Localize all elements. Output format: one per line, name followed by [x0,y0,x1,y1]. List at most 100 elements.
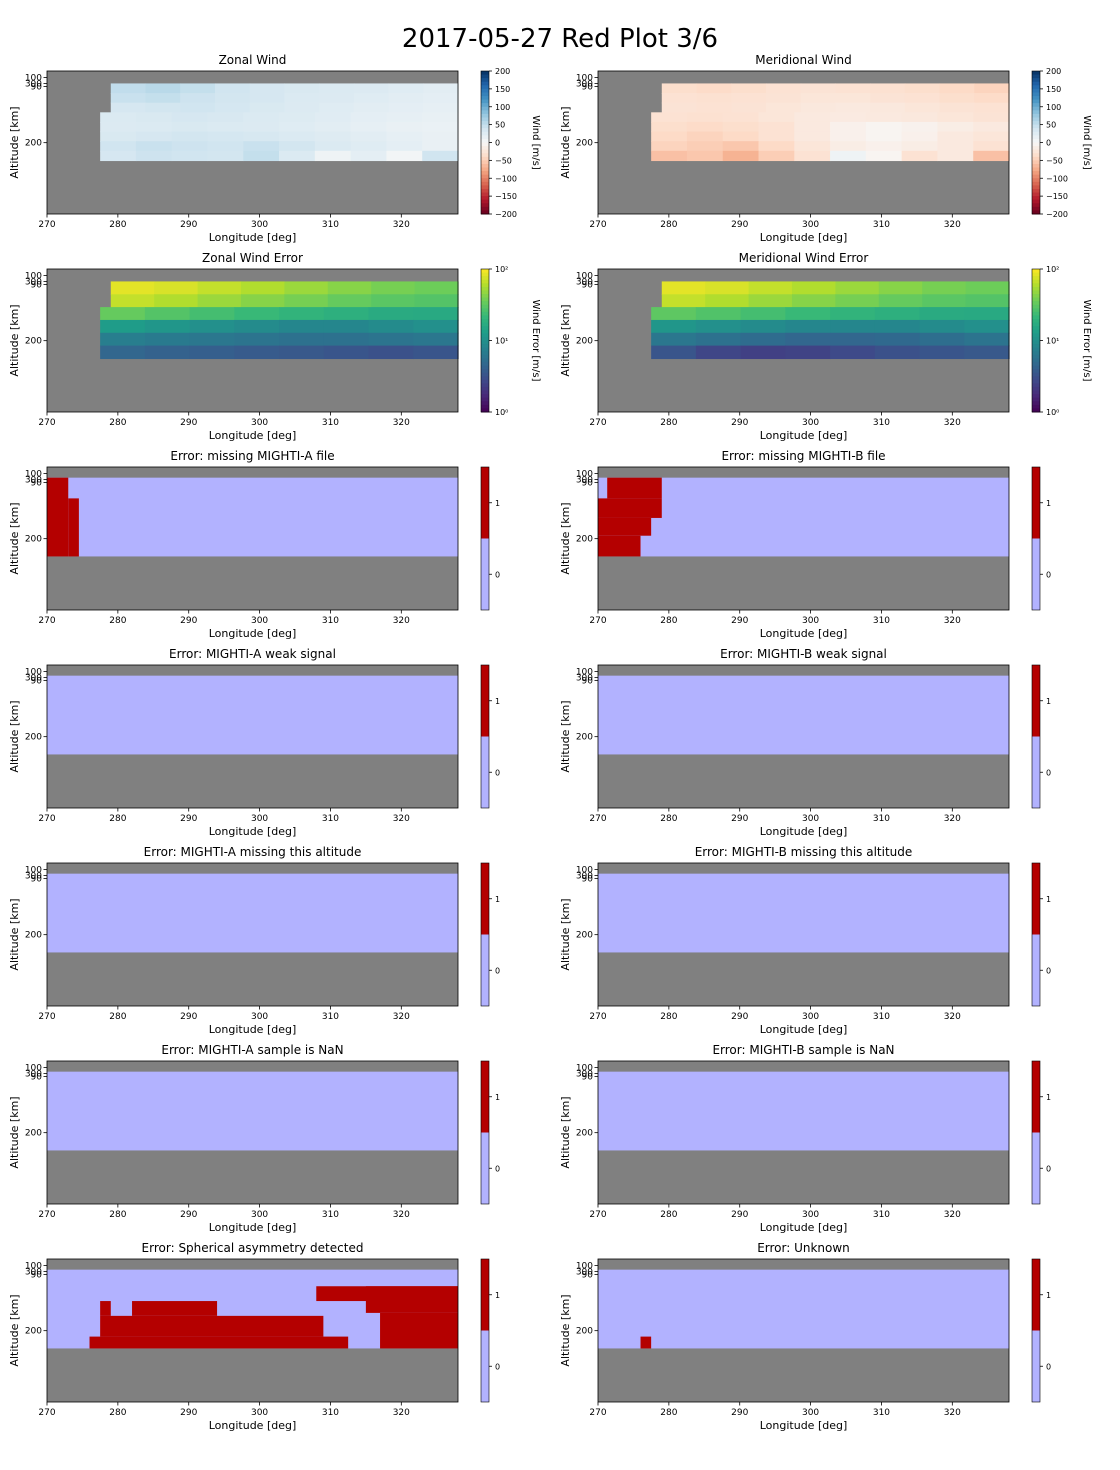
colorbar-gradient-step [1032,71,1040,76]
colorbar-tick-label: 150 [495,85,510,94]
heatmap-cell [350,112,388,123]
colorbar-frame [480,268,490,413]
y-tick-label: 300 [25,475,42,485]
colorbar-tick-label: 10² [1046,265,1059,274]
heatmap-cell [937,150,974,162]
colorbar-gradient-step [1032,376,1040,381]
heatmap-cell [413,345,459,360]
colorbar-gradient-step [481,142,489,147]
colorbar-tick-label: −200 [495,210,517,219]
heatmap-cell [371,281,416,295]
heatmap-cell [100,319,146,334]
colorbar-gradient-step [1032,383,1040,388]
heatmap-cell [695,319,742,334]
colorbar-gradient-step [481,199,489,204]
heatmap-cell [144,345,191,360]
heatmap-cell [874,307,921,321]
colorbar-tick-label: 200 [495,67,510,76]
colorbar-label: Wind [m/s] [530,115,541,170]
colorbar-frame [480,664,490,809]
heatmap-cell [870,83,906,94]
colorbar-gradient-step [481,333,489,338]
colorbar-segment-one [481,1259,489,1331]
y-axis-label: Altitude [km] [559,304,572,376]
y-tick-label: 90 [582,1271,594,1281]
x-tick-label: 290 [731,1012,748,1022]
heatmap-cell [154,281,199,295]
colorbar-gradient-step [1032,365,1040,370]
x-tick-label: 310 [873,1210,890,1220]
colorbar-tick-label: 1 [495,1291,500,1300]
heatmap-cell [110,83,147,94]
heatmap-cell [965,294,1010,308]
heatmap-cell [661,83,698,94]
y-axis-label: Altitude [km] [559,898,572,970]
y-tick-label: 300 [25,673,42,683]
heatmap-cell [722,150,760,162]
y-tick-label: 300 [25,1069,42,1079]
colorbar-gradient-step [481,308,489,313]
heatmap-cell [722,131,760,142]
colorbar-gradient-step [1032,185,1040,190]
colorbar-tick-label: 0 [1046,139,1051,148]
heatmap-cell [422,112,459,123]
x-tick-label: 320 [944,418,961,428]
y-tick-label: 100 [25,470,42,480]
heatmap-cell [368,332,414,347]
x-tick-label: 320 [393,418,410,428]
colorbar-gradient-step [481,311,489,316]
y-axis-label: Altitude [km] [8,1096,21,1168]
y-tick-label: 90 [582,677,594,687]
colorbar-tick-label: 1 [495,697,500,706]
panel-title: Zonal Wind Error [202,251,303,265]
y-tick-label: 200 [576,337,593,347]
heatmap-cell [279,112,316,123]
heatmap-cell [870,102,906,113]
y-tick-label: 90 [31,83,43,93]
x-tick-label: 310 [873,1408,890,1418]
colorbar-segment-one [1032,1061,1040,1133]
colorbar-gradient-step [1032,106,1040,111]
heatmap-cell [423,102,459,113]
y-tick-label: 300 [576,79,593,89]
colorbar-gradient-step [481,279,489,284]
x-tick-label: 320 [393,814,410,824]
colorbar-frame [480,1060,490,1205]
x-tick-label: 310 [873,220,890,230]
colorbar-gradient-step [1032,290,1040,295]
heatmap-cell [144,319,191,334]
colorbar-gradient-step [1032,88,1040,93]
panel-title: Error: Spherical asymmetry detected [142,1241,364,1255]
y-axis-label: Altitude [km] [559,1096,572,1168]
colorbar-gradient-step [481,203,489,208]
panel-title: Error: MIGHTI-B sample is NaN [712,1043,894,1057]
heatmap-cell [100,121,137,133]
y-tick-label: 300 [25,871,42,881]
y-tick-label: 200 [25,139,42,149]
colorbar-gradient-step [1032,181,1040,186]
y-tick-label: 200 [25,337,42,347]
x-tick-label: 320 [393,1012,410,1022]
panel-title: Error: MIGHTI-A missing this altitude [144,845,362,859]
colorbar-gradient-step [481,347,489,352]
colorbar-tick-label: −150 [495,192,517,201]
heatmap-cell [794,150,831,162]
colorbar-frame [1031,268,1041,413]
flag-one-cell [640,1336,652,1349]
colorbar-gradient-step [1032,149,1040,154]
colorbar-tick-label: 0 [1046,1164,1051,1173]
colorbar-tick-label: −150 [1046,192,1068,201]
x-tick-label: 270 [589,616,606,626]
heatmap-cell [135,112,173,123]
y-tick-label: 100 [576,866,593,876]
flag-zero-region [47,477,458,557]
heatmap-cell [323,307,370,321]
heatmap-cell [835,102,871,113]
colorbar-frame [480,466,490,611]
heatmap-cell [249,93,285,104]
colorbar-gradient-step [1032,333,1040,338]
flag-one-cell [316,1286,458,1302]
colorbar-gradient-step [1032,196,1040,201]
heatmap-cell [731,83,767,94]
heatmap-cell [422,150,459,162]
